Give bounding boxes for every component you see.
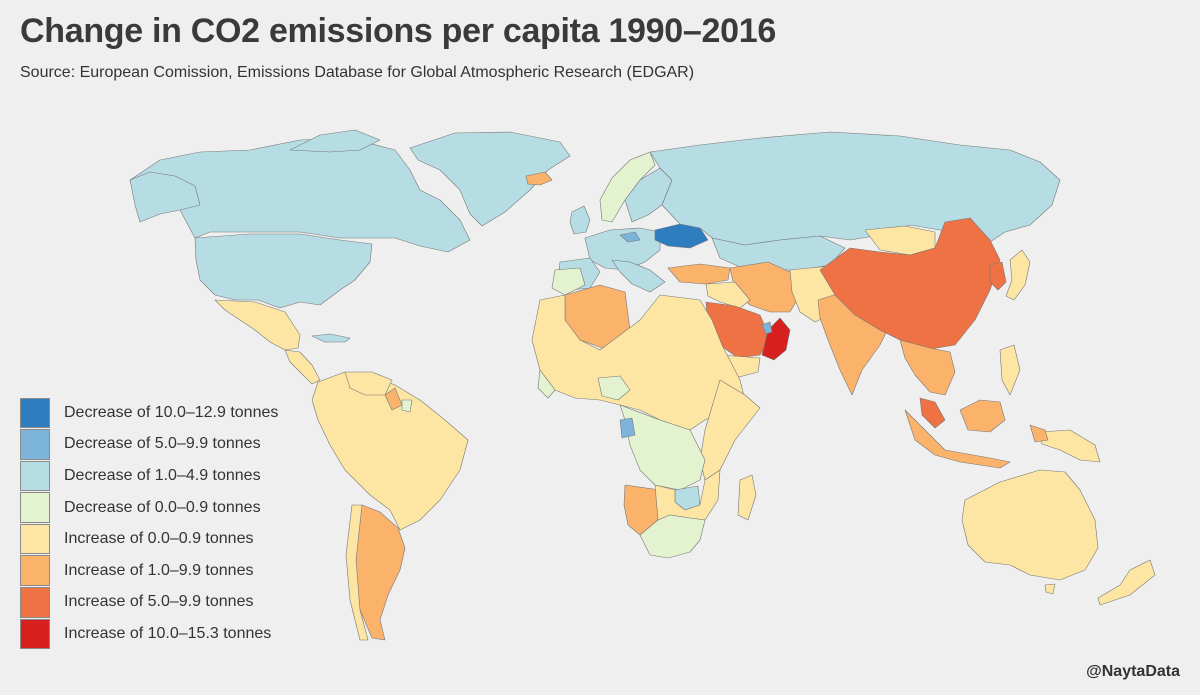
legend-item: Decrease of 1.0–4.9 tonnes bbox=[20, 460, 278, 492]
region-czechia bbox=[619, 231, 641, 243]
region-gabon bbox=[619, 417, 636, 439]
legend-label: Decrease of 10.0–12.9 tonnes bbox=[64, 403, 279, 421]
legend-label: Increase of 10.0–15.3 tonnes bbox=[64, 624, 272, 642]
region-indochina bbox=[899, 339, 956, 396]
region-malaysia bbox=[919, 397, 946, 429]
region-sulawesi bbox=[1029, 424, 1049, 443]
region-mexico bbox=[214, 299, 301, 351]
legend: Decrease of 10.0–12.9 tonnes Decrease of… bbox=[20, 397, 278, 650]
author-credit: @NaytaData bbox=[1086, 663, 1180, 680]
legend-swatch bbox=[20, 523, 50, 555]
region-chile bbox=[345, 504, 369, 641]
legend-label: Increase of 5.0–9.9 tonnes bbox=[64, 593, 254, 611]
legend-item: Increase of 10.0–15.3 tonnes bbox=[20, 618, 278, 650]
region-japan bbox=[1005, 249, 1031, 301]
legend-swatch bbox=[20, 397, 50, 429]
legend-swatch bbox=[20, 618, 50, 650]
region-west-europe bbox=[584, 227, 661, 271]
region-sumatra-java bbox=[904, 409, 1011, 469]
region-suriname bbox=[401, 399, 413, 413]
region-morocco bbox=[551, 267, 586, 296]
legend-swatch bbox=[20, 587, 50, 618]
region-russia bbox=[649, 131, 1061, 246]
legend-item: Decrease of 10.0–12.9 tonnes bbox=[20, 397, 278, 429]
legend-item: Decrease of 0.0–0.9 tonnes bbox=[20, 492, 278, 524]
region-usa bbox=[194, 233, 373, 309]
map-source: Source: European Comission, Emissions Da… bbox=[20, 64, 695, 81]
region-korea bbox=[989, 261, 1007, 291]
region-greenland bbox=[409, 131, 571, 227]
legend-label: Decrease of 0.0–0.9 tonnes bbox=[64, 498, 261, 516]
region-central-america bbox=[284, 349, 321, 385]
legend-swatch bbox=[20, 460, 50, 492]
region-oman-uae bbox=[761, 317, 791, 361]
region-uk bbox=[569, 205, 591, 235]
legend-swatch bbox=[20, 429, 50, 460]
region-australia bbox=[961, 469, 1099, 581]
legend-label: Increase of 0.0–0.9 tonnes bbox=[64, 530, 254, 548]
legend-item: Increase of 0.0–0.9 tonnes bbox=[20, 523, 278, 555]
region-south-africa bbox=[639, 514, 706, 559]
legend-label: Decrease of 5.0–9.9 tonnes bbox=[64, 435, 261, 453]
region-iceland bbox=[525, 171, 553, 186]
region-qatar bbox=[761, 321, 773, 335]
legend-item: Increase of 5.0–9.9 tonnes bbox=[20, 587, 278, 619]
legend-label: Decrease of 1.0–4.9 tonnes bbox=[64, 466, 261, 484]
legend-swatch bbox=[20, 555, 50, 587]
region-borneo bbox=[959, 399, 1006, 433]
legend-label: Increase of 1.0–9.9 tonnes bbox=[64, 561, 254, 579]
region-west-coast bbox=[537, 369, 556, 399]
region-new-guinea bbox=[1039, 429, 1101, 463]
region-turkey bbox=[667, 263, 731, 285]
region-arctic-islands bbox=[289, 129, 381, 153]
region-italy-balkans bbox=[611, 259, 666, 293]
legend-swatch bbox=[20, 492, 50, 523]
region-canada bbox=[129, 137, 471, 253]
legend-item: Decrease of 5.0–9.9 tonnes bbox=[20, 429, 278, 461]
region-brazil-north bbox=[311, 371, 469, 531]
region-norway bbox=[599, 151, 656, 223]
legend-item: Increase of 1.0–9.9 tonnes bbox=[20, 555, 278, 587]
region-alaska bbox=[129, 171, 201, 223]
region-nigeria bbox=[597, 375, 631, 401]
map-title: Change in CO2 emissions per capita 1990–… bbox=[20, 12, 776, 50]
region-caribbean bbox=[311, 333, 351, 343]
region-new-zealand bbox=[1097, 559, 1156, 606]
region-philippines bbox=[999, 344, 1021, 396]
region-tasmania bbox=[1044, 583, 1056, 595]
region-madagascar bbox=[737, 474, 757, 521]
